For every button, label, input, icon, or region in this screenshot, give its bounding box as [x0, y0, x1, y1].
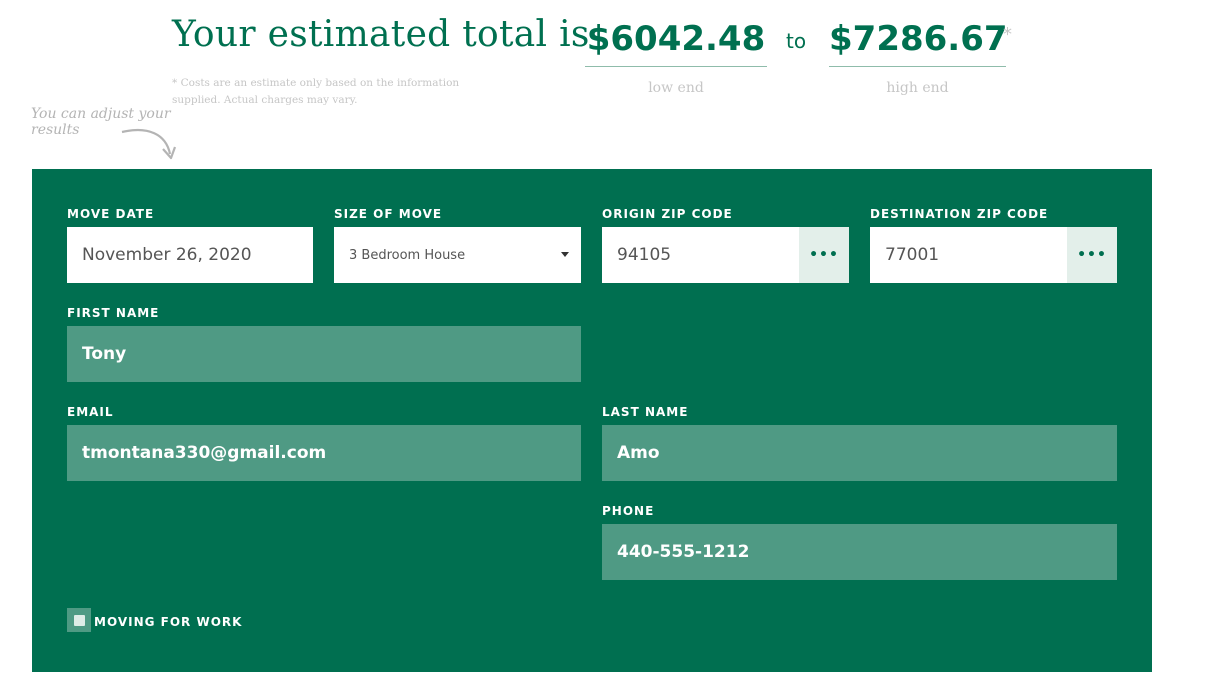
low-end-caption: low end	[648, 80, 704, 96]
move-date-value: November 26, 2020	[82, 245, 252, 265]
email-label: EMAIL	[67, 405, 114, 419]
high-estimate-amount: $7286.67	[829, 16, 1008, 67]
move-date-input[interactable]: November 26, 2020	[67, 227, 313, 283]
first-name-label: FIRST NAME	[67, 306, 160, 320]
origin-zip-label: ORIGIN ZIP CODE	[602, 207, 733, 221]
move-date-label: MOVE DATE	[67, 207, 155, 221]
phone-value: 440-555-1212	[617, 542, 750, 562]
destination-zip-value: 77001	[885, 245, 940, 265]
move-details-form: MOVE DATE November 26, 2020 SIZE OF MOVE…	[32, 169, 1152, 672]
last-name-label: LAST NAME	[602, 405, 689, 419]
moving-for-work-label[interactable]: MOVING FOR WORK	[94, 615, 243, 629]
phone-input[interactable]: 440-555-1212	[602, 524, 1117, 580]
size-of-move-label: SIZE OF MOVE	[334, 207, 443, 221]
destination-zip-lookup-button[interactable]: •••	[1067, 227, 1117, 283]
checkbox-indicator	[73, 614, 85, 626]
size-of-move-select[interactable]: 3 Bedroom House	[334, 227, 581, 283]
high-end-caption: high end	[886, 80, 949, 96]
caret-down-icon	[561, 252, 569, 257]
email-input[interactable]: tmontana330@gmail.com	[67, 425, 581, 481]
adjust-results-hint: You can adjust your results	[31, 106, 171, 138]
destination-zip-input[interactable]: 77001 •••	[870, 227, 1117, 283]
moving-for-work-checkbox[interactable]	[67, 608, 91, 632]
footnote-asterisk: *	[1003, 24, 1012, 45]
last-name-value: Amo	[617, 443, 660, 463]
estimate-headline: Your estimated total is	[172, 14, 590, 55]
origin-zip-value: 94105	[617, 245, 672, 265]
range-connector: to	[786, 29, 807, 53]
origin-zip-lookup-button[interactable]: •••	[799, 227, 849, 283]
low-estimate-amount: $6042.48	[585, 16, 767, 67]
phone-label: PHONE	[602, 504, 655, 518]
email-value: tmontana330@gmail.com	[82, 443, 327, 463]
first-name-value: Tony	[82, 344, 127, 364]
origin-zip-input[interactable]: 94105 •••	[602, 227, 849, 283]
curved-arrow-down-icon	[121, 128, 177, 160]
estimate-disclaimer: * Costs are an estimate only based on th…	[172, 77, 460, 106]
size-of-move-value: 3 Bedroom House	[349, 247, 466, 263]
last-name-input[interactable]: Amo	[602, 425, 1117, 481]
destination-zip-label: DESTINATION ZIP CODE	[870, 207, 1049, 221]
first-name-input[interactable]: Tony	[67, 326, 581, 382]
